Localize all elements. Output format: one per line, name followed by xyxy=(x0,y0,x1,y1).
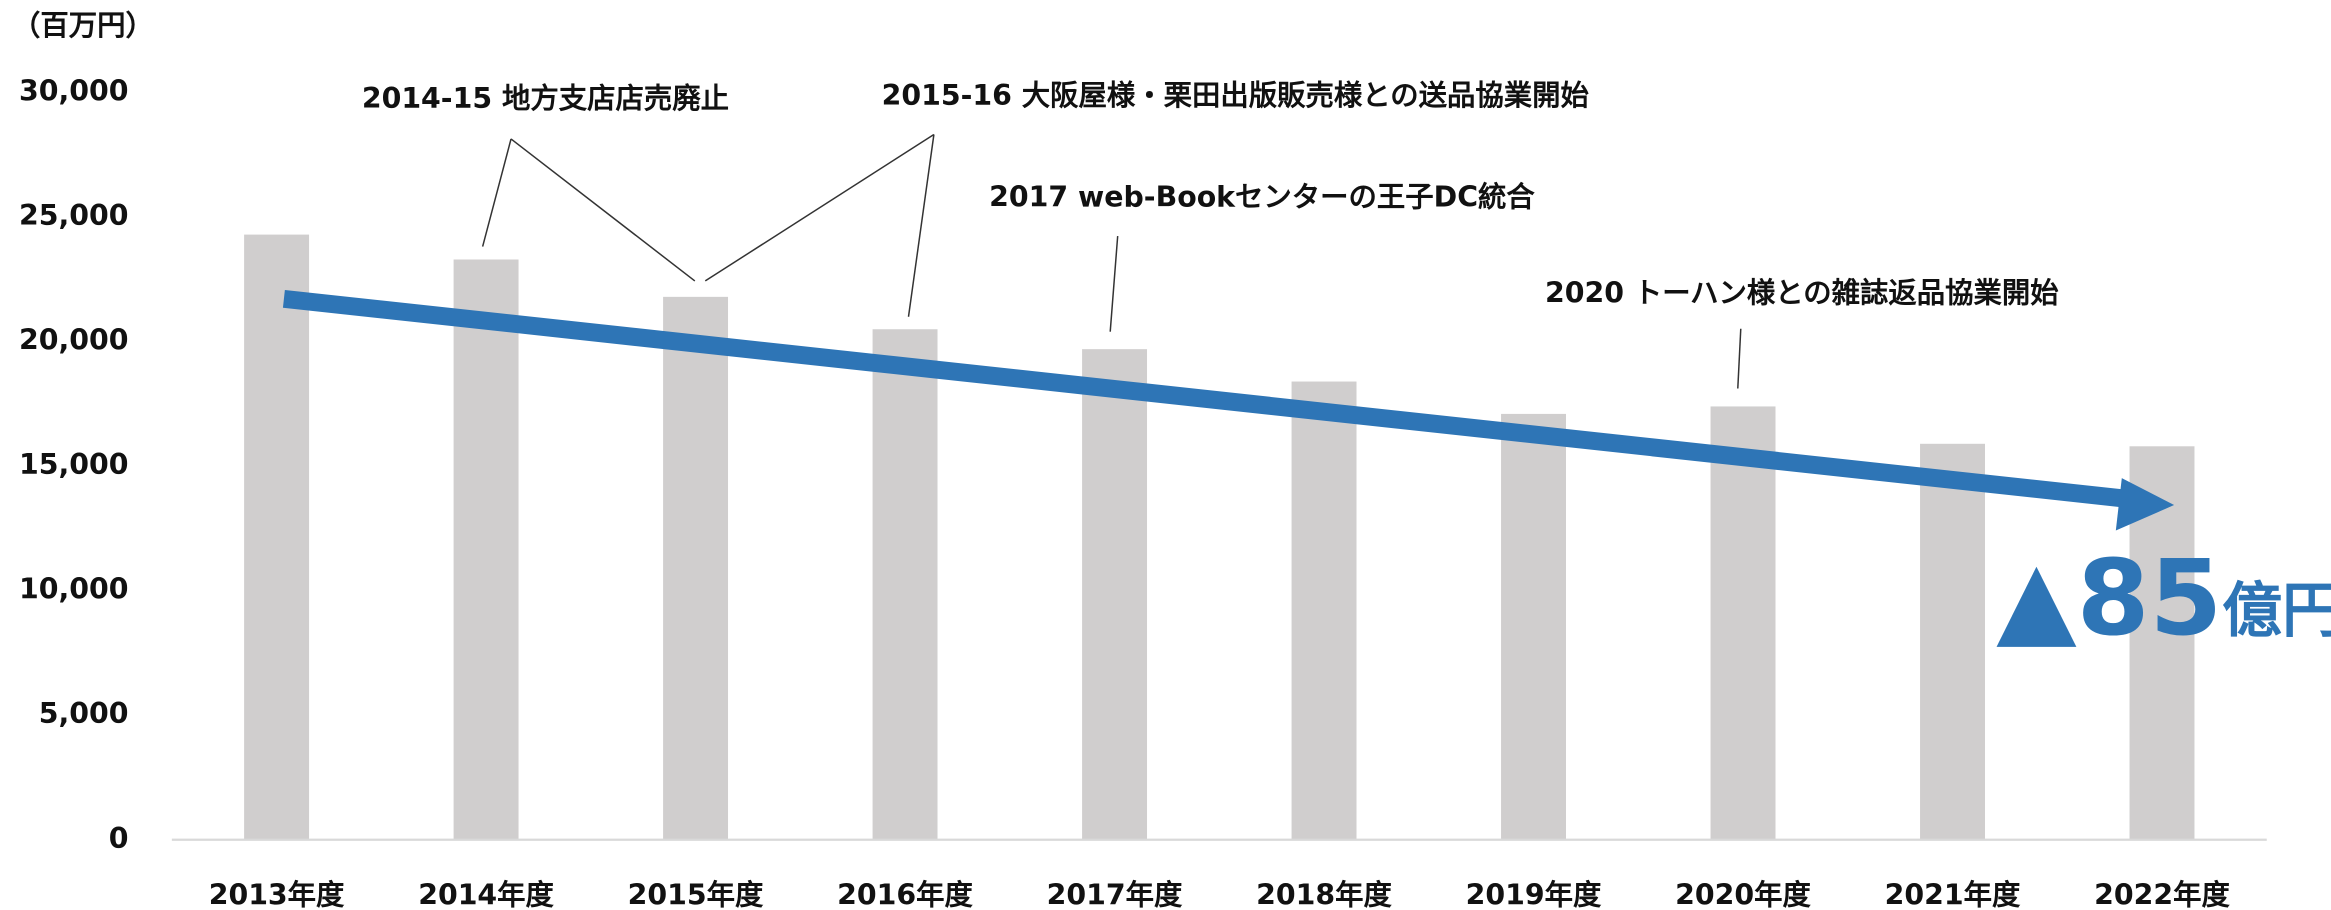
x-tick-label: 2014年度 xyxy=(418,879,554,910)
x-tick-label: 2022年度 xyxy=(2094,879,2230,910)
y-axis-label: （百万円） xyxy=(12,9,154,42)
bar xyxy=(663,296,729,840)
bar xyxy=(244,234,310,840)
leader-line xyxy=(1109,236,1119,332)
leader-line xyxy=(907,134,935,317)
y-tick-label: 0 xyxy=(109,822,129,855)
y-tick-label: 20,000 xyxy=(19,324,129,357)
bar xyxy=(1291,381,1357,840)
y-tick-label: 5,000 xyxy=(39,697,129,730)
x-tick-label: 2019年度 xyxy=(1466,879,1602,910)
x-tick-label: 2017年度 xyxy=(1047,879,1183,910)
callout: ▲85億円 xyxy=(1996,537,2331,659)
leader-line xyxy=(1737,328,1742,389)
x-tick-label: 2013年度 xyxy=(209,879,345,910)
leader-line xyxy=(481,138,512,247)
bar xyxy=(872,329,938,840)
annotation: 2014-15 地方支店店売廃止 xyxy=(362,82,729,115)
bar xyxy=(1501,413,1567,840)
arrow-head xyxy=(2115,478,2175,531)
y-tick-label: 25,000 xyxy=(19,199,129,232)
bar xyxy=(1920,443,1985,840)
y-tick-label: 15,000 xyxy=(19,448,129,481)
trend-arrow xyxy=(282,289,2131,508)
x-tick-label: 2020年度 xyxy=(1675,879,1811,910)
y-tick-label: 30,000 xyxy=(19,75,129,108)
y-tick-label: 10,000 xyxy=(19,573,129,606)
callout-unit: 億円 xyxy=(2222,577,2331,646)
annotation: 2017 web-Bookセンターの王子DC統合 xyxy=(989,181,1535,214)
annotation: 2015-16 大阪屋様・栗田出版販売様との送品協業開始 xyxy=(882,79,1590,112)
x-tick-label: 2015年度 xyxy=(628,879,764,910)
bar xyxy=(1082,349,1148,840)
callout-value: ▲85 xyxy=(1996,537,2222,659)
annotation: 2020 トーハン様との雑誌返品協業開始 xyxy=(1545,276,2059,309)
x-tick-label: 2018年度 xyxy=(1256,879,1392,910)
x-tick-label: 2016年度 xyxy=(837,879,973,910)
bar xyxy=(453,259,519,840)
leader-line xyxy=(704,133,935,282)
x-tick-label: 2021年度 xyxy=(1885,879,2021,910)
leader-line xyxy=(510,138,696,282)
bar xyxy=(1710,406,1776,840)
